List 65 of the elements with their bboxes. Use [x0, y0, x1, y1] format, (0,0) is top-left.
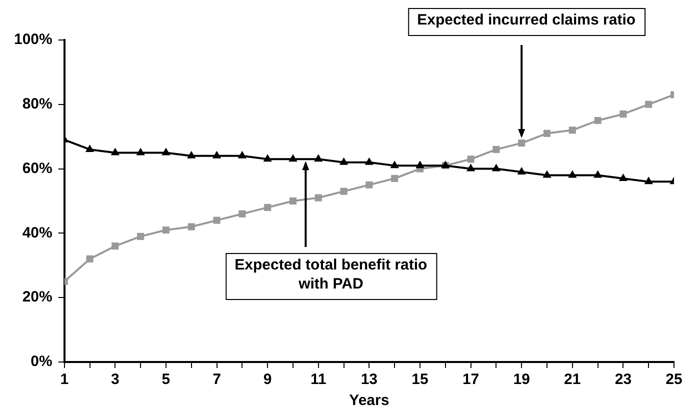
point	[289, 197, 297, 205]
point	[364, 157, 374, 165]
point	[288, 154, 298, 162]
point	[593, 170, 602, 178]
point	[263, 154, 272, 162]
point	[188, 223, 195, 230]
point	[162, 148, 170, 156]
point	[339, 157, 348, 165]
point	[86, 255, 94, 262]
point	[238, 150, 247, 158]
x-tick-label: 1	[60, 371, 69, 388]
y-tick-label: 60%	[22, 160, 52, 177]
point	[213, 216, 220, 224]
x-tick-label: 5	[162, 371, 170, 388]
point	[85, 144, 94, 152]
point	[212, 150, 222, 158]
point	[112, 242, 119, 250]
x-tick-label: 9	[263, 371, 272, 388]
x-tick-label: 7	[212, 371, 221, 388]
point	[492, 146, 500, 154]
point	[110, 148, 120, 156]
point	[264, 204, 272, 211]
point	[391, 174, 398, 182]
point	[644, 176, 653, 184]
x-tick-label: 23	[614, 371, 632, 388]
point	[340, 188, 348, 195]
x-tick-label: 19	[513, 371, 530, 388]
point	[568, 170, 577, 178]
point	[543, 130, 551, 137]
point	[618, 173, 628, 181]
x-tick-label: 3	[110, 371, 120, 388]
x-tick-label: 15	[412, 371, 428, 388]
x-tick-label: 13	[360, 371, 378, 388]
point	[645, 100, 652, 108]
point	[390, 160, 399, 168]
point	[238, 210, 246, 218]
point	[314, 154, 323, 162]
annotation: Expected incurred claims ratio	[417, 12, 636, 29]
x-tick-label: 17	[462, 371, 480, 388]
x-tick-label: 11	[310, 371, 326, 388]
point	[466, 164, 476, 172]
y-tick-label: 100%	[14, 31, 52, 48]
point	[162, 226, 170, 234]
annotation: Expected total benefit ratio with PAD	[234, 256, 428, 293]
x-tick-label: 25	[666, 371, 682, 388]
point	[620, 110, 627, 118]
point	[568, 126, 576, 134]
x-tick-label: 21	[564, 371, 581, 388]
point	[492, 164, 501, 172]
point	[517, 167, 526, 175]
point	[594, 116, 602, 124]
y-tick-label: 40%	[22, 224, 52, 242]
point	[416, 160, 424, 168]
point	[314, 194, 322, 202]
y-tick-label: 80%	[22, 96, 52, 113]
x-axis-title: Years	[349, 392, 390, 410]
point	[136, 148, 145, 156]
point	[467, 156, 474, 163]
y-tick-label: 0%	[30, 353, 52, 370]
point	[137, 232, 144, 240]
point	[366, 181, 373, 188]
point	[187, 150, 196, 158]
point	[542, 170, 552, 178]
point	[518, 140, 526, 147]
y-tick-label: 20%	[22, 288, 52, 306]
